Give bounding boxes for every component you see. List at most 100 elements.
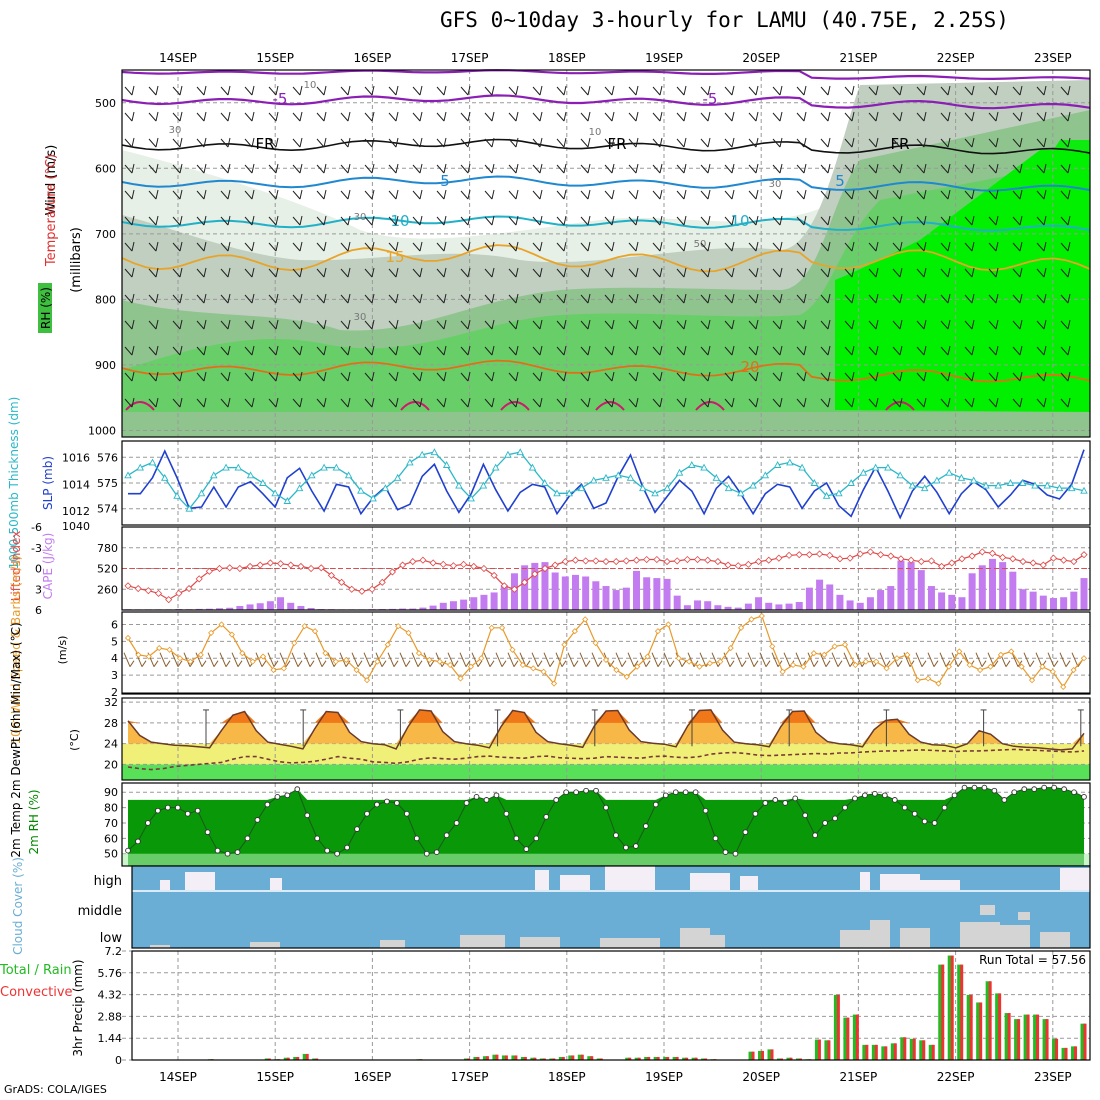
precip-convective-bar [580, 1054, 584, 1060]
rh-marker [513, 835, 520, 842]
wind-barb [892, 293, 903, 304]
wind-barb [148, 371, 159, 382]
lifted-tick-label: -6 [31, 521, 42, 534]
precip-total-bar [302, 1053, 308, 1060]
slp-frame [121, 440, 1091, 526]
ylabel-wind-unit: (m/s) [56, 636, 69, 665]
cape-bar [592, 581, 600, 610]
wind-barb [604, 267, 615, 278]
wind-barb [796, 319, 807, 330]
cloud-low-gap [960, 922, 1000, 948]
wind-barb [436, 319, 447, 330]
wind-barb [1012, 293, 1023, 304]
precip-total-bar [1080, 1023, 1086, 1060]
rh-marker [284, 792, 291, 799]
wind-barb [844, 215, 855, 226]
wind-marker [582, 616, 589, 623]
precip-total-bar [909, 1038, 915, 1060]
rh-base-band [122, 853, 1090, 866]
wind-barb [796, 189, 807, 200]
lifted-marker [195, 575, 203, 583]
precip-convective-bar [941, 964, 945, 1060]
precip-total-bar [890, 1043, 896, 1060]
wind-barb [268, 111, 279, 122]
wind-barb [1060, 111, 1071, 122]
temp-tick-label: 24 [104, 738, 118, 751]
precip-convective-bar [495, 1054, 499, 1060]
wind-barb [1012, 241, 1023, 252]
wind-barb [627, 652, 639, 667]
wind-barb [532, 371, 543, 382]
wind-barb [652, 111, 663, 122]
wind-barb [388, 241, 399, 252]
wind-marker [602, 656, 610, 663]
thickness-marker [663, 484, 672, 492]
wind-barb [940, 189, 951, 200]
precip-convective-bar [637, 1057, 641, 1060]
temp-panel: 32 28 24 20 [104, 696, 1091, 781]
cloud-panel: high middle low [78, 865, 1091, 949]
wind-barb [484, 189, 495, 200]
precip-convective-bar [751, 1051, 755, 1060]
lifted-tick-label: -3 [31, 542, 42, 555]
wind-barb [628, 137, 639, 148]
wind-barb [220, 267, 231, 278]
date-axis: 14SEP 14SEP 15SEP 15SEP 16SEP 16SEP 17SEP 17SEP… [159, 51, 1072, 1084]
wind-barb [1059, 652, 1071, 667]
rh-marker [304, 812, 311, 819]
wind-barb [1060, 189, 1071, 200]
thickness-marker [700, 463, 708, 471]
wind-barb [292, 137, 303, 148]
cape-bar [541, 562, 549, 610]
lifted-tick-label: 0 [35, 563, 42, 576]
wind-marker [945, 663, 952, 670]
wind-barb [412, 345, 423, 356]
cape-bar [917, 570, 925, 610]
cape-bar [582, 576, 590, 610]
lifted-marker [154, 589, 163, 597]
precip-tick-label: 7.2 [105, 945, 123, 958]
cape-bar [775, 604, 783, 610]
wind-marker [436, 658, 443, 665]
wind-barb [915, 652, 927, 667]
wind-barb [196, 163, 207, 174]
cape-bar [683, 605, 691, 610]
wind-barb [844, 85, 855, 96]
precip-total-bar [1042, 1019, 1048, 1060]
wind-barb [964, 397, 975, 408]
wind-barb [316, 241, 327, 252]
ylabel-cloud: Cloud Cover (%) [11, 857, 25, 955]
rh-marker [1011, 789, 1018, 796]
cloud-low-gap [150, 945, 170, 948]
date-label-bottom: 22SEP [937, 1070, 975, 1084]
lifted-marker [958, 555, 966, 563]
wind-barb [628, 371, 639, 382]
wind-barb [436, 215, 447, 226]
wind-marker [1039, 663, 1046, 670]
wind-barb [1012, 319, 1023, 330]
wind-barb [580, 371, 591, 382]
wind-barb [964, 215, 975, 226]
cape-bar [500, 585, 508, 610]
thickness-marker [589, 476, 598, 484]
rh-marker [354, 826, 360, 832]
precip-total-bar [900, 1037, 906, 1060]
rh-contour-label: 50 [694, 239, 707, 250]
wind-barb [892, 163, 903, 174]
precip-total-bar [596, 1058, 602, 1060]
wind-marker [363, 677, 371, 684]
wind-barb [916, 371, 927, 382]
rh-marker [234, 849, 241, 856]
wind-barb [436, 345, 447, 356]
wind-barb [268, 345, 279, 356]
thickness-marker [344, 471, 353, 479]
rh-contour-label: 10 [589, 127, 602, 138]
precip-total-bar [776, 1058, 782, 1060]
wind-barb [388, 293, 399, 304]
rh-marker [862, 792, 868, 799]
wind-barb [508, 319, 519, 330]
rh-contour-label: 30 [769, 179, 782, 190]
thickness-marker [136, 463, 145, 471]
rh-marker [294, 786, 301, 792]
thickness-marker [369, 494, 377, 502]
